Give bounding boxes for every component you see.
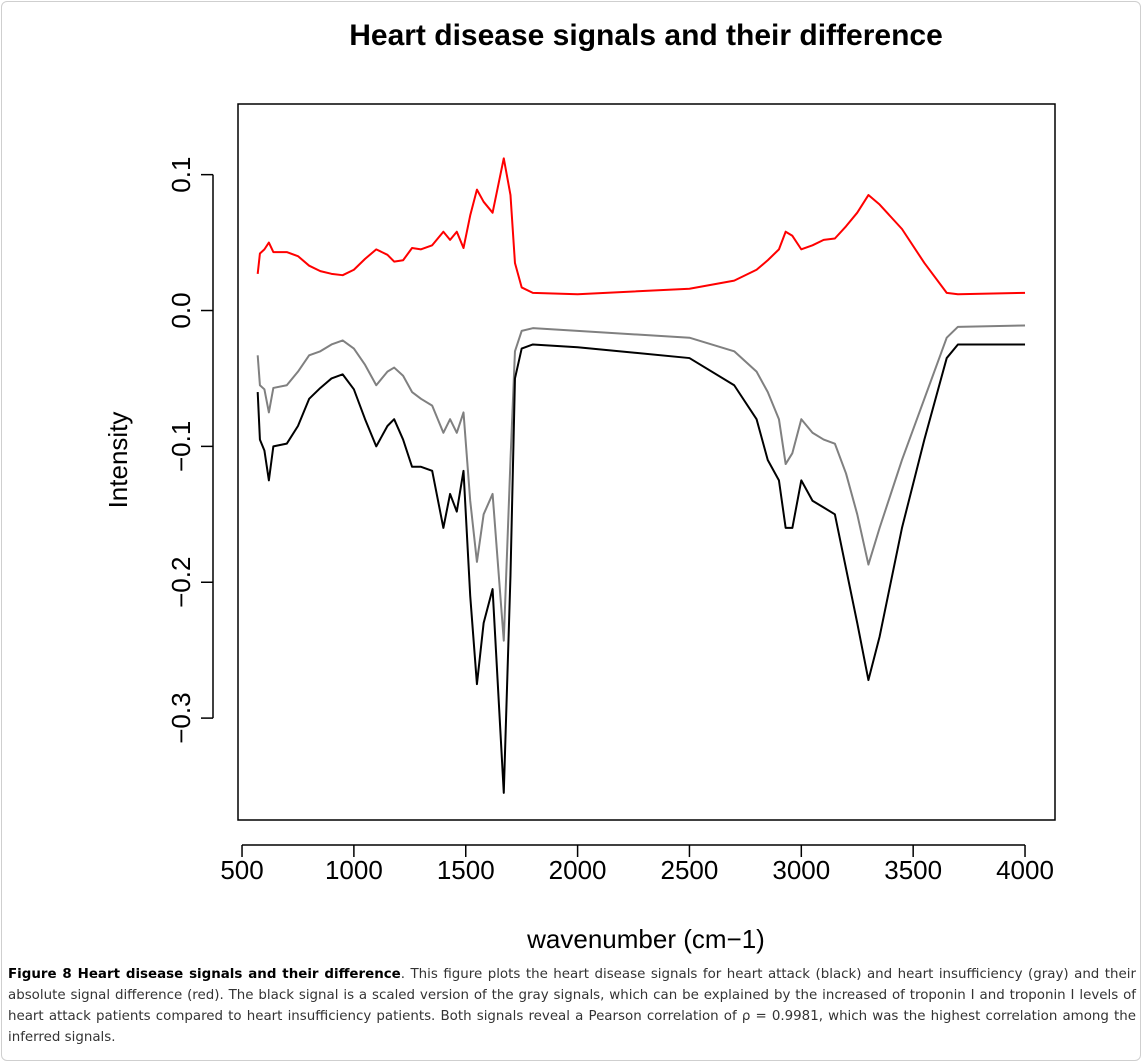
caption: Figure 8 Heart disease signals and their…: [8, 964, 1136, 1048]
series-line: [256, 343, 1026, 794]
x-tick-label: 3000: [772, 855, 830, 885]
y-tick-label: −0.2: [166, 557, 196, 608]
series-line: [256, 157, 1026, 296]
x-tick-label: 1000: [325, 855, 383, 885]
y-tick-label: 0.0: [166, 292, 196, 328]
chart: Heart disease signals and their differen…: [103, 19, 1056, 954]
y-tick-label: 0.1: [166, 157, 196, 193]
plot-box: [237, 103, 1056, 821]
x-tick-label: 2000: [549, 855, 607, 885]
x-tick-label: 3500: [884, 855, 942, 885]
x-tick-label: 2500: [661, 855, 719, 885]
chart-title: Heart disease signals and their differen…: [349, 19, 943, 52]
x-tick-label: 500: [220, 855, 263, 885]
x-tick-label: 1500: [437, 855, 495, 885]
y-tick-label: −0.1: [166, 421, 196, 472]
x-axis-label: wavenumber (cm−1): [526, 924, 765, 954]
y-axis-label: Intensity: [103, 412, 133, 509]
series-line: [256, 324, 1026, 642]
caption-text: . This figure plots the heart disease si…: [8, 967, 1136, 1045]
x-tick-label: 4000: [996, 855, 1054, 885]
y-tick-label: −0.3: [166, 692, 196, 743]
caption-label: Figure 8 Heart disease signals and their…: [8, 967, 401, 982]
